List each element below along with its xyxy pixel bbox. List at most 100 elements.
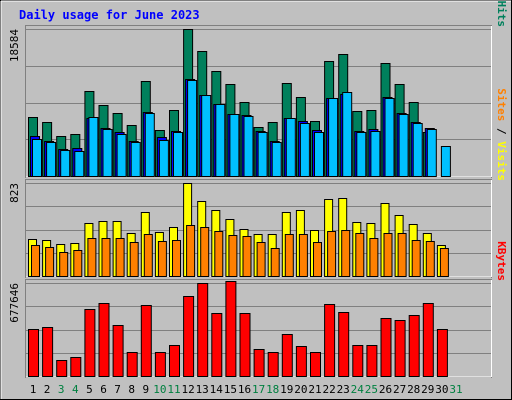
- bar-kbytes-11: [169, 345, 180, 377]
- bar-pages-13: [201, 95, 212, 177]
- bar-sites-12: [186, 225, 196, 277]
- bar-sites-22: [327, 231, 337, 277]
- bar-kbytes-1: [28, 329, 39, 377]
- bar-kbytes-6: [98, 303, 110, 377]
- x-tick-label: 7: [114, 383, 121, 396]
- bar-sites-8: [129, 242, 139, 277]
- x-tick-label: 10: [153, 383, 166, 396]
- series-legend: Sites / Visits: [495, 88, 508, 181]
- bar-pages-21: [314, 132, 324, 177]
- x-tick-label: 5: [86, 383, 93, 396]
- panel-visits-sites: 823 Sites / Visits: [8, 88, 508, 278]
- ymax-label: 18584: [8, 29, 21, 62]
- bar-kbytes-15: [225, 281, 237, 377]
- x-tick-label: 16: [238, 383, 251, 396]
- bar-pages-15: [229, 114, 240, 177]
- bar-sites-21: [313, 242, 322, 277]
- bar-kbytes-30: [436, 329, 448, 377]
- bar-kbytes-4: [70, 357, 82, 377]
- bar-sites-20: [298, 234, 308, 277]
- bar-sites-24: [355, 233, 365, 277]
- bar-sites-9: [143, 234, 153, 277]
- panel-kbytes: 677646 KBytes: [8, 241, 508, 378]
- bar-kbytes-22: [324, 304, 336, 377]
- x-tick-label: 8: [128, 383, 135, 396]
- bar-sites-13: [200, 227, 210, 277]
- bar-kbytes-8: [126, 352, 138, 377]
- bar-pages-6: [102, 129, 113, 177]
- bar-sites-5: [87, 238, 97, 277]
- legend-separator: /: [495, 0, 508, 1]
- legend-sites: Sites: [495, 88, 508, 121]
- bar-sites-15: [228, 235, 238, 277]
- bar-kbytes-7: [112, 325, 124, 377]
- x-tick-label: 19: [280, 383, 293, 396]
- bar-pages-28: [412, 123, 423, 177]
- bar-pages-29: [426, 129, 437, 177]
- legend-kbytes: KBytes: [495, 241, 508, 281]
- bar-kbytes-27: [394, 320, 406, 377]
- bar-pages-23: [342, 92, 353, 177]
- x-tick-label: 30: [435, 383, 448, 396]
- x-tick-label: 28: [407, 383, 420, 396]
- bar-pages-12: [187, 80, 198, 177]
- bar-kbytes-17: [253, 349, 265, 377]
- bar-sites-7: [115, 238, 125, 277]
- x-tick-label: 21: [308, 383, 321, 396]
- x-tick-label: 15: [224, 383, 237, 396]
- x-tick-label: 14: [210, 383, 224, 396]
- panel-hits-files-pages: 18584 Pages / Files / Hits: [8, 0, 508, 178]
- bar-kbytes-3: [56, 360, 68, 377]
- bar-sites-1: [31, 245, 40, 277]
- x-tick-label: 20: [294, 383, 307, 396]
- bar-pages-22: [328, 98, 339, 177]
- ymax-label: 823: [8, 183, 21, 203]
- bar-kbytes-18: [267, 352, 279, 377]
- bar-pages-1: [32, 139, 42, 177]
- x-tick-label: 22: [322, 383, 335, 396]
- bar-pages-19: [285, 118, 296, 177]
- bar-kbytes-25: [366, 345, 378, 377]
- bar-pages-30: [440, 146, 451, 177]
- bar-pages-2: [46, 142, 57, 177]
- bar-sites-11: [172, 240, 181, 277]
- bar-kbytes-19: [281, 334, 293, 377]
- bar-pages-7: [116, 134, 127, 177]
- bar-kbytes-29: [422, 303, 434, 377]
- bar-sites-25: [369, 238, 379, 277]
- x-tick-label: 23: [337, 383, 350, 396]
- x-tick-label: 2: [44, 383, 51, 396]
- bar-sites-6: [101, 238, 111, 277]
- bar-kbytes-23: [338, 312, 350, 377]
- series-legend: Pages / Files / Hits: [495, 0, 508, 27]
- bar-pages-14: [215, 104, 226, 177]
- bar-sites-14: [214, 231, 224, 277]
- bar-pages-5: [88, 117, 99, 177]
- bar-kbytes-10: [154, 352, 166, 377]
- x-tick-label: 29: [421, 383, 434, 396]
- bar-pages-3: [60, 150, 71, 177]
- bar-sites-26: [383, 233, 393, 277]
- bar-pages-20: [299, 123, 310, 177]
- bar-sites-29: [425, 241, 435, 277]
- bar-pages-24: [356, 132, 367, 177]
- bar-pages-8: [130, 142, 141, 177]
- bar-sites-30: [439, 248, 449, 277]
- x-tick-label: 12: [181, 383, 194, 396]
- bar-pages-9: [144, 113, 155, 177]
- bar-kbytes-20: [295, 346, 307, 377]
- bar-pages-16: [243, 116, 254, 177]
- bar-pages-17: [257, 132, 268, 177]
- bar-sites-17: [256, 242, 266, 277]
- x-tick-label: 26: [379, 383, 392, 396]
- bar-pages-4: [74, 151, 85, 177]
- bar-sites-3: [59, 252, 69, 277]
- bar-kbytes-28: [408, 315, 420, 377]
- bar-kbytes-5: [84, 309, 96, 377]
- bar-kbytes-26: [380, 318, 392, 377]
- bar-sites-2: [45, 247, 55, 277]
- x-tick-label: 4: [72, 383, 79, 396]
- bar-sites-16: [242, 236, 252, 277]
- bar-sites-19: [284, 234, 294, 277]
